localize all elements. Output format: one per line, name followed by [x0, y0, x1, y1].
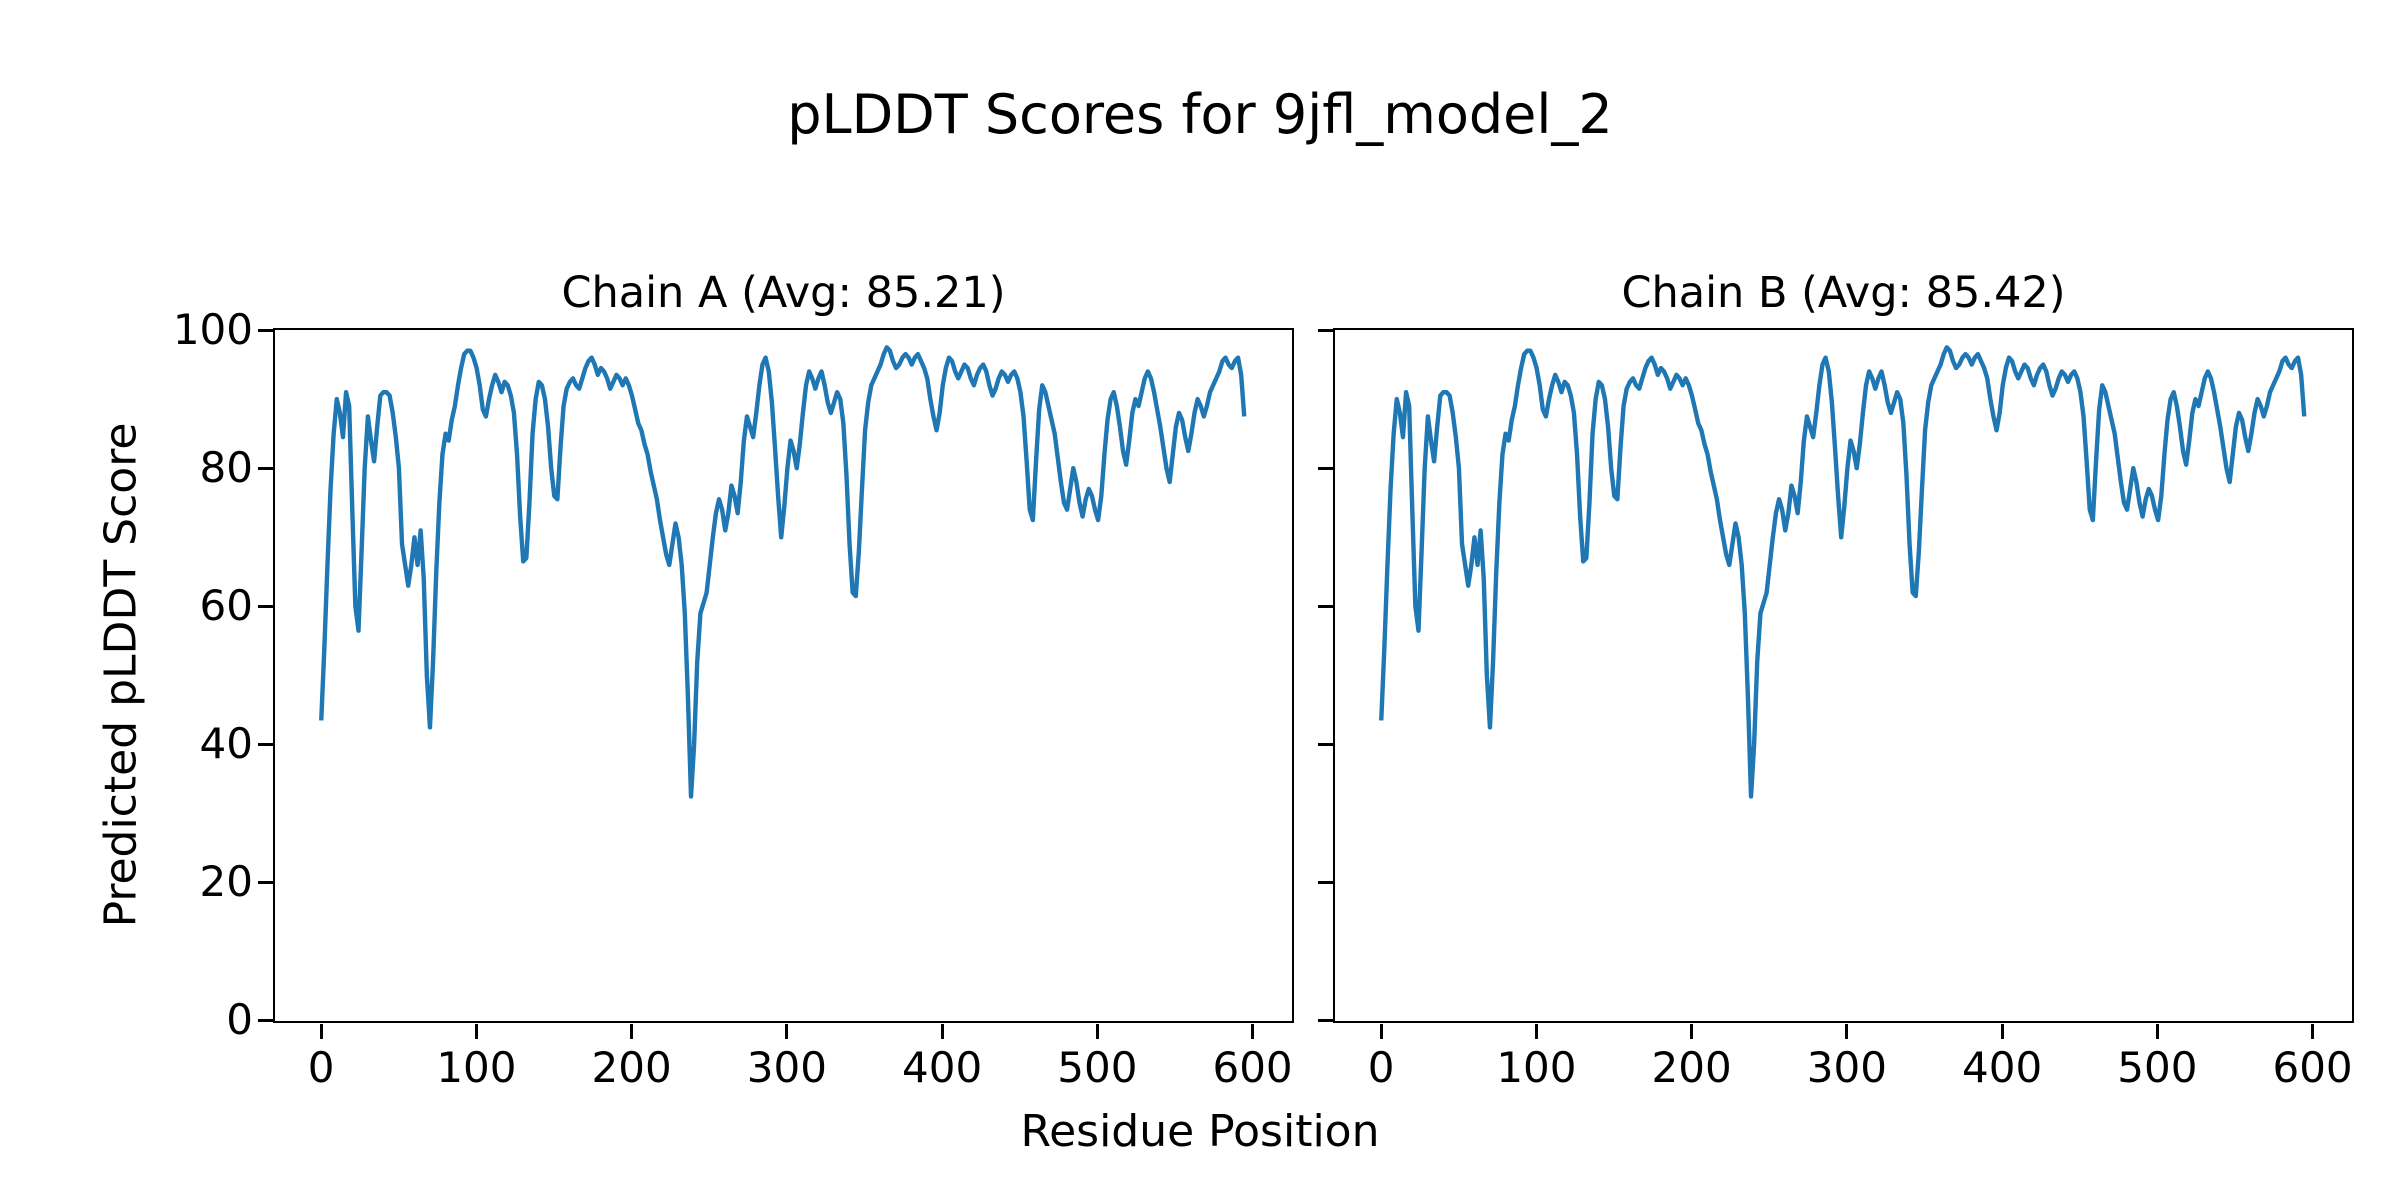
- chain-a-title: Chain A (Avg: 85.21): [561, 267, 1006, 318]
- plddt-line-chain-b: [1379, 345, 2307, 799]
- y-tick-label: 100: [172, 305, 253, 354]
- y-tick: [1317, 604, 1333, 608]
- chain-a-plot: Chain A (Avg: 85.21) 0 100 200 300 400 500 600…: [173, 270, 1294, 1089]
- x-tick-label: 500: [1057, 1043, 1138, 1092]
- x-tick: [2311, 1023, 2315, 1039]
- y-tick: [1317, 328, 1333, 332]
- x-tick-label: 100: [1496, 1043, 1577, 1092]
- y-tick: [257, 1018, 273, 1022]
- x-tick: [940, 1023, 944, 1039]
- chain-b-line-chart: [1379, 345, 2307, 799]
- x-tick-label: 300: [746, 1043, 827, 1092]
- y-tick-label: 40: [199, 719, 253, 768]
- x-tick: [319, 1023, 323, 1039]
- y-tick-label: 80: [199, 443, 253, 492]
- x-tick-label: 100: [436, 1043, 517, 1092]
- y-tick-label: 60: [199, 581, 253, 630]
- y-tick: [1317, 880, 1333, 884]
- x-tick: [2155, 1023, 2159, 1039]
- x-tick: [2000, 1023, 2004, 1039]
- x-tick-label: 200: [1651, 1043, 1732, 1092]
- x-tick-label: 400: [902, 1043, 983, 1092]
- y-tick: [1317, 1018, 1333, 1022]
- x-tick-label: 200: [591, 1043, 672, 1092]
- y-tick: [257, 880, 273, 884]
- y-tick: [257, 604, 273, 608]
- x-tick-label: 0: [1367, 1043, 1395, 1092]
- x-tick: [1690, 1023, 1694, 1039]
- plddt-line-chain-a: [319, 345, 1247, 799]
- x-tick: [474, 1023, 478, 1039]
- chain-a-line-chart: [319, 345, 1247, 799]
- chain-b-plot: Chain B (Avg: 85.42) 0 100 200 300 400 500 600: [1317, 270, 2354, 1089]
- y-tick-label: 0: [226, 995, 253, 1044]
- x-tick: [1845, 1023, 1849, 1039]
- x-tick-label: 0: [307, 1043, 335, 1092]
- x-tick: [630, 1023, 634, 1039]
- figure-title: pLDDT Scores for 9jfl_model_2: [787, 83, 1613, 146]
- y-tick: [1317, 742, 1333, 746]
- x-tick: [1095, 1023, 1099, 1039]
- y-tick: [257, 742, 273, 746]
- x-tick: [1534, 1023, 1538, 1039]
- x-tick-label: 300: [1806, 1043, 1887, 1092]
- x-axis-label: Residue Position: [1020, 1106, 1380, 1157]
- chain-b-title: Chain B (Avg: 85.42): [1621, 267, 2066, 318]
- x-tick: [785, 1023, 789, 1039]
- y-axis-label: Predicted pLDDT Score: [95, 422, 147, 928]
- y-tick: [1317, 466, 1333, 470]
- x-tick: [1251, 1023, 1255, 1039]
- x-tick-label: 500: [2117, 1043, 2198, 1092]
- x-tick: [1379, 1023, 1383, 1039]
- x-tick-label: 600: [1212, 1043, 1293, 1092]
- y-tick-label: 20: [199, 857, 253, 906]
- x-tick-label: 600: [2272, 1043, 2353, 1092]
- x-tick-label: 400: [1962, 1043, 2043, 1092]
- y-tick: [257, 328, 273, 332]
- y-tick: [257, 466, 273, 470]
